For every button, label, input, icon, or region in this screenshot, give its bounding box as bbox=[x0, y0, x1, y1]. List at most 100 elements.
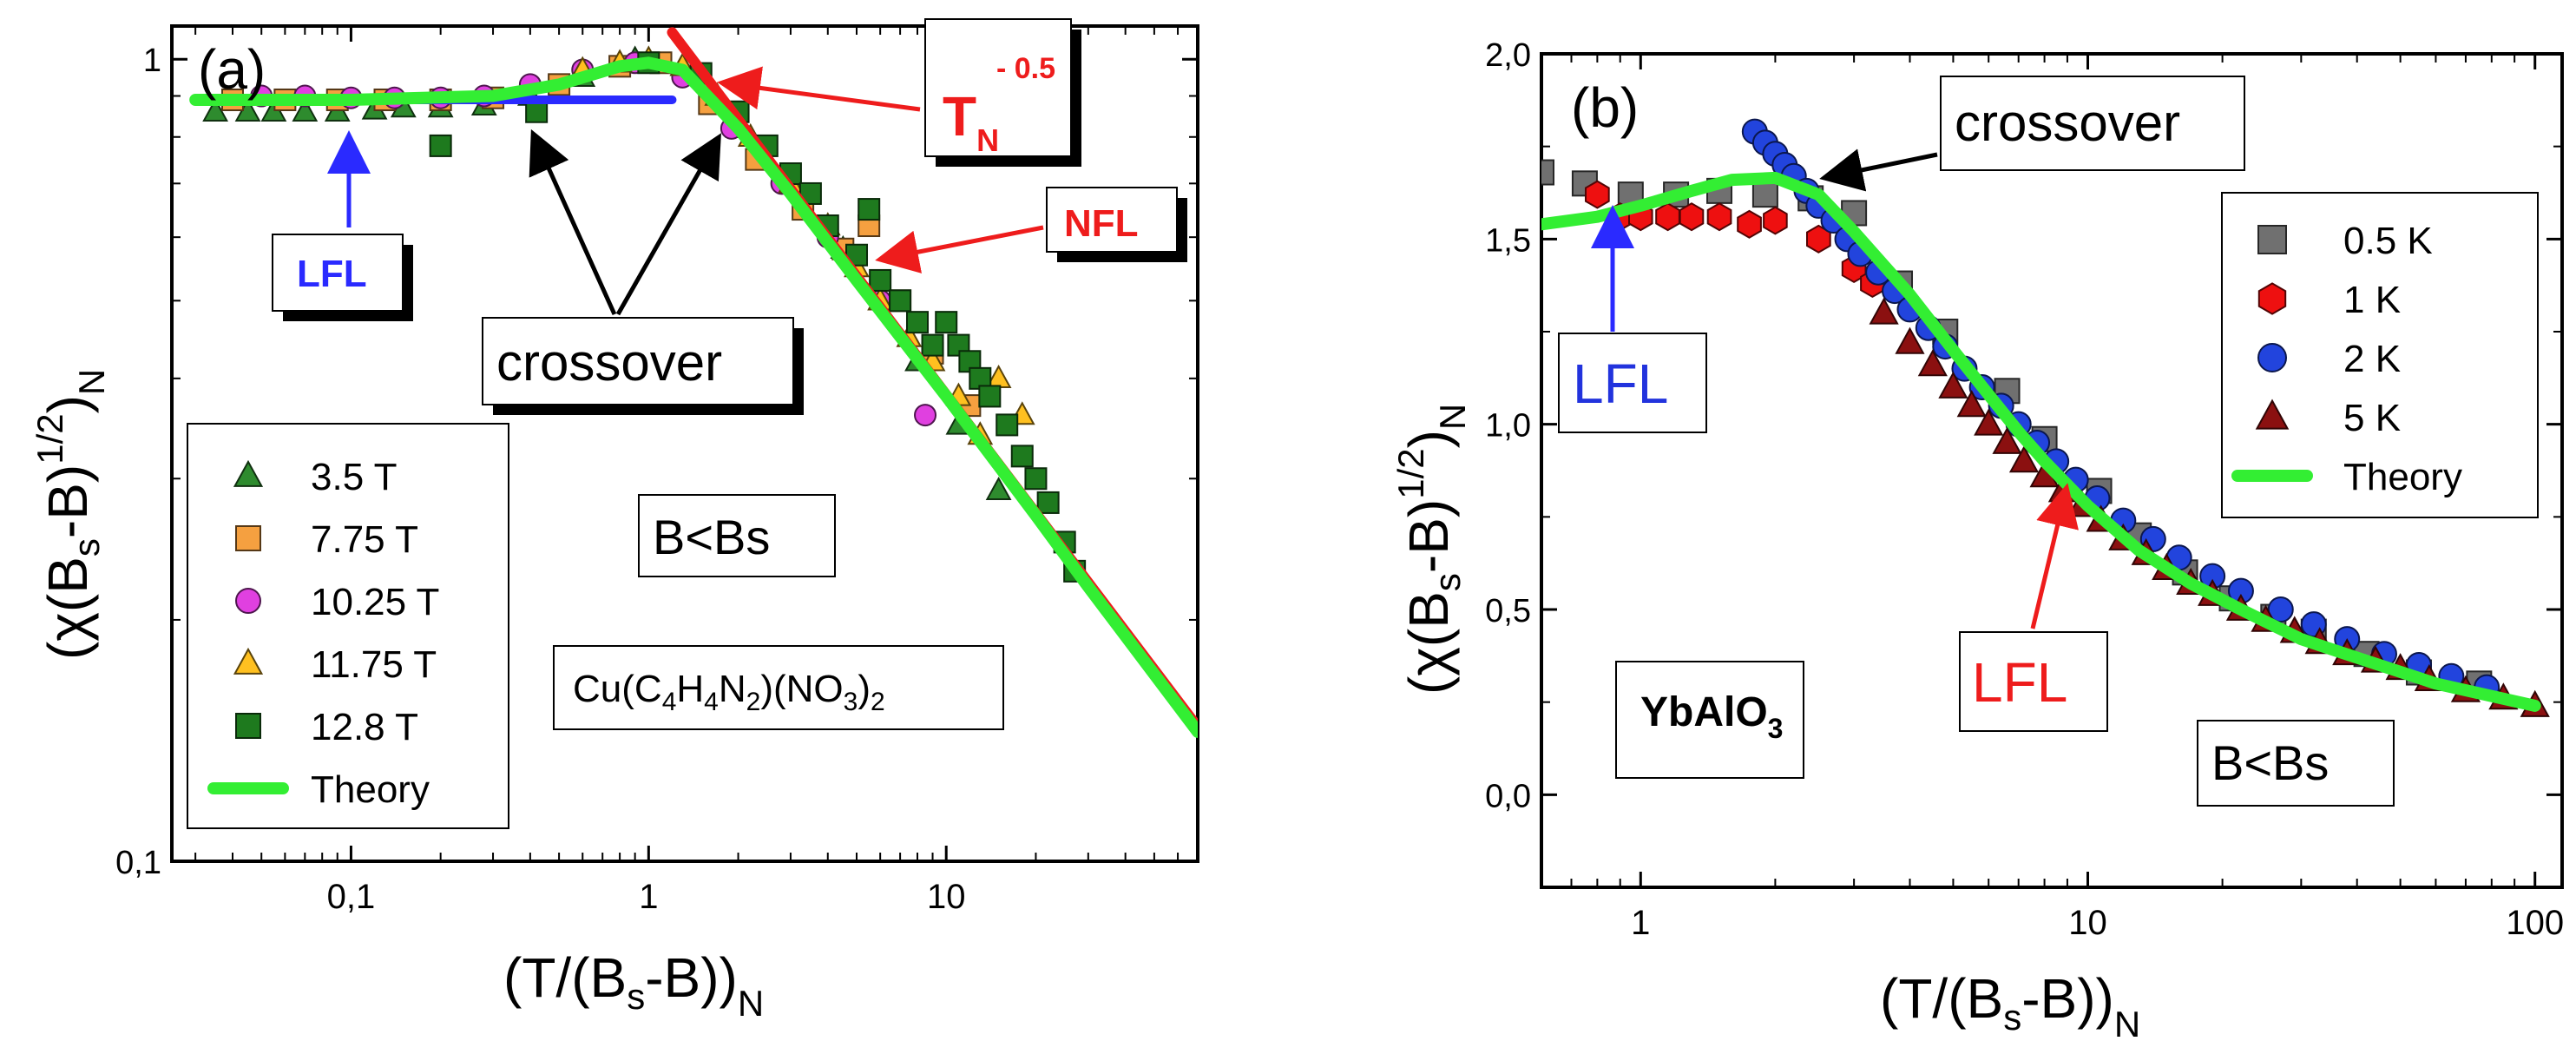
power-law-arrow bbox=[717, 66, 921, 112]
legend-marker bbox=[235, 525, 261, 551]
panel-label: (a) bbox=[198, 38, 266, 101]
legend-entry: Theory bbox=[2231, 456, 2462, 498]
data-point-12_8-T bbox=[996, 413, 1019, 437]
legend-marker bbox=[235, 713, 261, 739]
legend-marker bbox=[2257, 282, 2287, 315]
data-point-1-K bbox=[1737, 209, 1762, 239]
legend-marker bbox=[233, 459, 264, 487]
data-point-0_5-K bbox=[1751, 181, 1778, 208]
data-point-0_5-K bbox=[1541, 159, 1554, 186]
x-tick-label: 1 bbox=[639, 878, 658, 916]
nfl-arrow bbox=[875, 225, 1044, 273]
y-tick-label: 1,5 bbox=[1485, 222, 1531, 259]
legend-entry: 5 K bbox=[2255, 397, 2401, 439]
legend-marker bbox=[2257, 225, 2287, 254]
y-tick-label: 0,1 bbox=[115, 845, 161, 881]
legend: 0.5 K 1 K 2 K 5 K Theory bbox=[2221, 192, 2539, 518]
data-point-12_8-T bbox=[935, 311, 958, 334]
compound-formula: Cu(C4H4N2)(NO3)2 bbox=[553, 645, 1004, 730]
legend-marker bbox=[235, 588, 261, 614]
svg-text:B<Bs: B<Bs bbox=[2211, 735, 2329, 790]
legend-entry: Theory bbox=[207, 768, 430, 811]
curves bbox=[1541, 171, 2541, 712]
compound-formula: YbAlO3 bbox=[1615, 661, 1804, 779]
panel-b: 1 10 100 0,0 0,5 1,0 1,5 2,0 (b) (T/(Bs-B))N (χ… bbox=[1390, 37, 2564, 1041]
svg-text:YbAlO3: YbAlO3 bbox=[1640, 689, 1783, 744]
x-tick-label: 1 bbox=[1631, 904, 1650, 942]
theory-curve bbox=[1541, 171, 2541, 712]
y-tick-label: 1 bbox=[143, 43, 161, 79]
data-point-1-K bbox=[1585, 180, 1610, 209]
legend-label: 12.8 T bbox=[311, 706, 418, 748]
panel-a: 0,1 1 10 0,1 1 (a) (T/(Bs-B))N (χ(Bs-B)1/2)N… bbox=[30, 18, 1199, 1024]
legend-label: Theory bbox=[2343, 456, 2462, 498]
y-tick-label: 0,0 bbox=[1485, 778, 1531, 814]
crossover-arrow-right bbox=[615, 133, 721, 316]
lfl-annotation-bottom: LFL bbox=[1959, 631, 2108, 732]
data-point-1-K bbox=[1655, 202, 1680, 232]
data-point-5-K bbox=[1869, 297, 1899, 325]
data-point-12_8-T bbox=[525, 100, 549, 123]
svg-text:crossover: crossover bbox=[496, 333, 722, 392]
data-point-5-K bbox=[1917, 349, 1948, 377]
svg-text:LFL: LFL bbox=[1972, 651, 2067, 714]
panel-label: (b) bbox=[1571, 76, 1639, 139]
x-axis-label: (T/(Bs-B))N bbox=[503, 946, 764, 1024]
y-axis-label: (χ(Bs-B)1/2)N bbox=[1390, 404, 1473, 695]
x-axis-label: (T/(Bs-B))N bbox=[1880, 967, 2140, 1041]
data-point-12_8-T bbox=[869, 268, 892, 292]
svg-text:LFL: LFL bbox=[297, 253, 367, 295]
legend-label: 11.75 T bbox=[311, 643, 437, 686]
axis-ticks: 1 10 100 0,0 0,5 1,0 1,5 2,0 bbox=[1485, 37, 2564, 942]
data-point-12_8-T bbox=[978, 385, 1002, 408]
legend-label: 0.5 K bbox=[2343, 220, 2433, 262]
legend-label: 5 K bbox=[2343, 397, 2401, 439]
data-point-12_8-T bbox=[905, 311, 929, 334]
data-point-5-K bbox=[1992, 426, 2022, 454]
legend-entry: 0.5 K bbox=[2257, 220, 2433, 262]
legend-entry: 1 K bbox=[2257, 279, 2401, 321]
svg-text:NFL: NFL bbox=[1064, 202, 1139, 245]
data-point-12_8-T bbox=[1024, 467, 1048, 491]
crossover-arrow-left bbox=[529, 128, 617, 316]
theory-curve bbox=[189, 56, 1198, 738]
crossover-annotation: crossover bbox=[482, 317, 804, 415]
svg-text:TN: TN bbox=[943, 85, 999, 158]
data-point-2-K bbox=[2267, 596, 2294, 623]
x-tick-label: 100 bbox=[2506, 904, 2564, 942]
data-point-12_8-T bbox=[1036, 491, 1060, 514]
legend-entry: 12.8 T bbox=[235, 706, 418, 748]
x-tick-label: 10 bbox=[927, 878, 966, 916]
data-point-3_5-T bbox=[985, 476, 1012, 501]
lfl-annotation-left: LFL bbox=[1558, 333, 1707, 433]
legend-entry: 2 K bbox=[2257, 338, 2401, 380]
data-point-5-K bbox=[1938, 371, 1968, 399]
svg-text:LFL: LFL bbox=[1573, 352, 1668, 415]
power-law-annotation: TN - 0.5 bbox=[924, 18, 1081, 167]
x-tick-label: 0,1 bbox=[327, 878, 376, 916]
crossover-arrow bbox=[1819, 148, 1938, 192]
crossover-annotation: crossover bbox=[1940, 76, 2245, 171]
legend-label: 7.75 T bbox=[311, 518, 418, 561]
data-point-3_5-T bbox=[292, 97, 319, 122]
svg-text:Cu(C4H4N2)(NO3)2: Cu(C4H4N2)(NO3)2 bbox=[573, 668, 885, 716]
legend-marker bbox=[2257, 343, 2287, 372]
nfl-annotation: NFL bbox=[1046, 187, 1187, 262]
data-point-12_8-T bbox=[858, 198, 881, 221]
regime-annotation: B<Bs bbox=[2197, 720, 2395, 807]
data-point-5-K bbox=[2008, 445, 2040, 473]
data-point-12_8-T bbox=[1010, 445, 1034, 468]
data-point-1-K bbox=[1763, 206, 1788, 235]
axis-ticks: 0,1 1 10 0,1 1 bbox=[115, 26, 1199, 916]
legend-label: 3.5 T bbox=[311, 456, 397, 498]
data-point-12_8-T bbox=[889, 289, 912, 313]
y-tick-label: 2,0 bbox=[1485, 37, 1531, 74]
y-tick-label: 1,0 bbox=[1485, 408, 1531, 445]
data-point-3_5-T bbox=[202, 97, 228, 122]
legend-marker bbox=[2255, 399, 2290, 430]
x-tick-label: 10 bbox=[2068, 904, 2107, 942]
legend: 3.5 T 7.75 T 10.25 T 11.75 T 12.8 T Theory bbox=[187, 423, 509, 829]
legend-entry: 3.5 T bbox=[233, 456, 397, 498]
lfl-annotation: LFL bbox=[272, 234, 413, 321]
svg-text:B<Bs: B<Bs bbox=[653, 510, 770, 564]
